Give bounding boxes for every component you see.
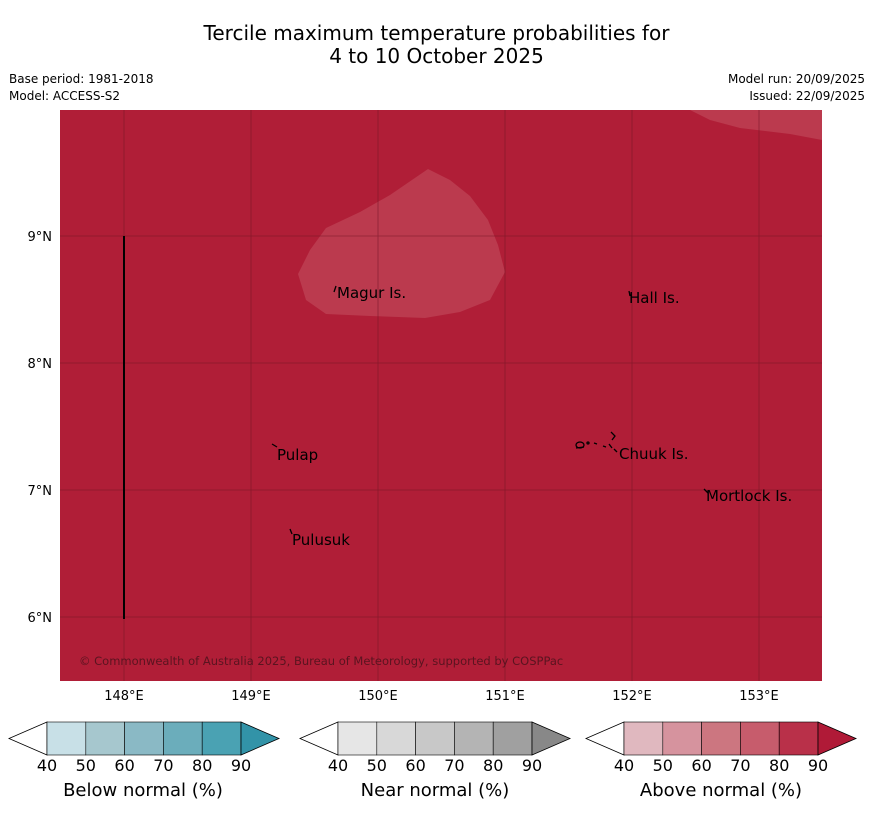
- lat-label-8n: 8°N: [28, 357, 53, 372]
- place-label-mortlock: Mortlock Is.: [706, 487, 792, 505]
- chuuk-lagoon-islands: [575, 431, 618, 453]
- chuuk-islet: [575, 446, 585, 449]
- place-label-hall: Hall Is.: [629, 289, 680, 307]
- chuuk-islet: [610, 431, 616, 441]
- colorbar-segment: [454, 721, 494, 756]
- island-outlines: [271, 285, 709, 535]
- colorbar-tick-label: 80: [483, 756, 503, 775]
- pulap-island-mark: [271, 443, 278, 448]
- chuuk-islet: [613, 448, 618, 453]
- chart-title: Tercile maximum temperature probabilitie…: [0, 22, 873, 68]
- colorbar-tick-label: 90: [522, 756, 542, 775]
- colorbar-label-near: Near normal (%): [360, 780, 510, 801]
- colorbar-tick-label: 70: [730, 756, 750, 775]
- place-label-pulusuk: Pulusuk: [292, 531, 350, 549]
- colorbar-tick-label: 70: [153, 756, 173, 775]
- colorbar-tick-label: 80: [192, 756, 212, 775]
- base-period-text: Base period: 1981-2018: [9, 72, 154, 86]
- lat-label-7n: 7°N: [28, 484, 53, 499]
- colorbar-segment: [124, 721, 164, 756]
- title-line-2: 4 to 10 October 2025: [329, 44, 544, 68]
- chuuk-islet: [602, 445, 607, 448]
- latitude-labels: 9°N 8°N 7°N 6°N: [28, 230, 53, 626]
- hall-island-mark: [628, 290, 631, 297]
- colorbar-below: 40 50 60 70 80 90: [7, 721, 281, 775]
- colorbar-tick-label: 60: [691, 756, 711, 775]
- colorbar-tick-label: 40: [37, 756, 57, 775]
- lon-label-153e: 153°E: [739, 689, 779, 704]
- probability-patch-central: [298, 169, 505, 318]
- colorbar-tick-label: 40: [328, 756, 348, 775]
- colorbar-above: 40 50 60 70 80 90: [584, 721, 858, 775]
- colorbar-extend-high: [240, 721, 281, 756]
- magur-island-mark: [333, 285, 337, 293]
- colorbar-label-below: Below normal (%): [63, 780, 223, 801]
- longitude-labels: 148°E 149°E 150°E 151°E 152°E 153°E: [104, 689, 779, 704]
- colorbar-tick-label: 60: [114, 756, 134, 775]
- colorbar-extend-low: [7, 721, 48, 756]
- chuuk-islet: [608, 443, 613, 449]
- title-line-1: Tercile maximum temperature probabilitie…: [203, 21, 670, 45]
- colorbar-legends: 40 50 60 70 80 90 40 50 60 70 80 90 40 50 60 70 80 90: [7, 721, 858, 775]
- colorbar-extend-low: [298, 721, 339, 756]
- colorbar-segment: [701, 721, 741, 756]
- colorbar-segment: [492, 721, 533, 756]
- lon-label-150e: 150°E: [358, 689, 398, 704]
- colorbar-tick-label: 60: [405, 756, 425, 775]
- place-label-magur: Magur Is.: [337, 284, 406, 302]
- colorbar-extend-high: [531, 721, 572, 756]
- meta-right: Model run: 20/09/2025 Issued: 22/09/2025: [728, 71, 865, 105]
- lon-label-151e: 151°E: [485, 689, 525, 704]
- probability-patch-northeast: [690, 110, 822, 140]
- colorbar-segment: [201, 721, 242, 756]
- lat-label-6n: 6°N: [28, 611, 53, 626]
- colorbar-tick-label: 90: [231, 756, 251, 775]
- lon-label-149e: 149°E: [231, 689, 271, 704]
- chuuk-islet: [593, 442, 598, 445]
- meta-left: Base period: 1981-2018 Model: ACCESS-S2: [9, 71, 154, 105]
- colorbar-label-above: Above normal (%): [639, 780, 803, 801]
- colorbar-near: 40 50 60 70 80 90: [298, 721, 572, 775]
- colorbar-extend-low: [584, 721, 625, 756]
- lat-label-9n: 9°N: [28, 230, 53, 245]
- colorbar-tick-label: 70: [444, 756, 464, 775]
- colorbar-segment: [376, 721, 416, 756]
- colorbar-extend-high: [817, 721, 858, 756]
- place-label-pulap: Pulap: [277, 446, 318, 464]
- place-label-chuuk: Chuuk Is.: [619, 445, 688, 463]
- colorbar-segment: [415, 721, 455, 756]
- lon-label-148e: 148°E: [104, 689, 144, 704]
- colorbar-tick-label: 90: [808, 756, 828, 775]
- pulusuk-island-mark: [289, 528, 293, 535]
- colorbar-tick-label: 50: [367, 756, 387, 775]
- colorbar-tick-label: 80: [769, 756, 789, 775]
- lon-label-152e: 152°E: [612, 689, 652, 704]
- colorbar-tick-label: 50: [653, 756, 673, 775]
- colorbar-segment: [85, 721, 125, 756]
- colorbar-tick-label: 50: [76, 756, 96, 775]
- copyright-text: © Commonwealth of Australia 2025, Bureau…: [79, 654, 563, 668]
- colorbar-tick-label: 40: [614, 756, 634, 775]
- colorbar-segment: [740, 721, 780, 756]
- issued-text: Issued: 22/09/2025: [749, 89, 865, 103]
- colorbar-segment: [623, 721, 664, 756]
- colorbar-segment: [337, 721, 378, 756]
- colorbar-segment: [163, 721, 203, 756]
- mortlock-island-mark: [703, 488, 709, 494]
- colorbar-segment: [662, 721, 702, 756]
- model-run-text: Model run: 20/09/2025: [727, 72, 865, 86]
- colorbar-segment: [778, 721, 819, 756]
- chuuk-islet: [586, 441, 590, 445]
- colorbar-segment: [46, 721, 87, 756]
- model-text: Model: ACCESS-S2: [9, 89, 121, 103]
- place-labels: Magur Is. Hall Is. Pulap Chuuk Is. Mortl…: [277, 284, 792, 549]
